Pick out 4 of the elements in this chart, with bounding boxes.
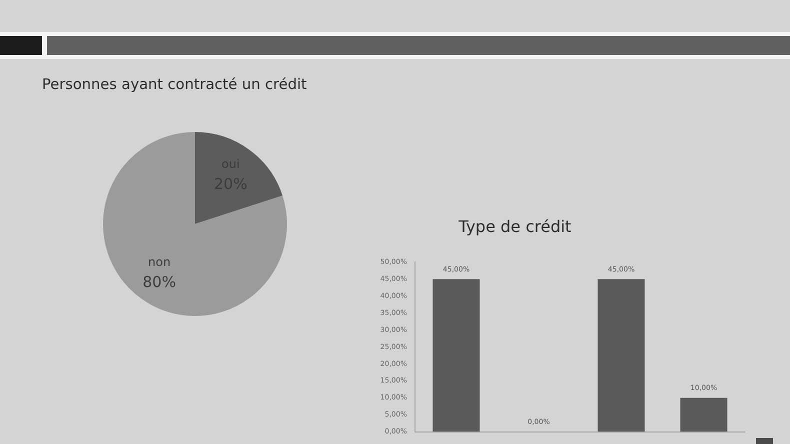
chart-title: Type de crédit bbox=[458, 217, 572, 236]
chart-title: Personnes ayant contracté un crédit bbox=[42, 76, 307, 94]
data-label: 80% bbox=[142, 273, 176, 292]
slice-label: non bbox=[148, 255, 171, 270]
